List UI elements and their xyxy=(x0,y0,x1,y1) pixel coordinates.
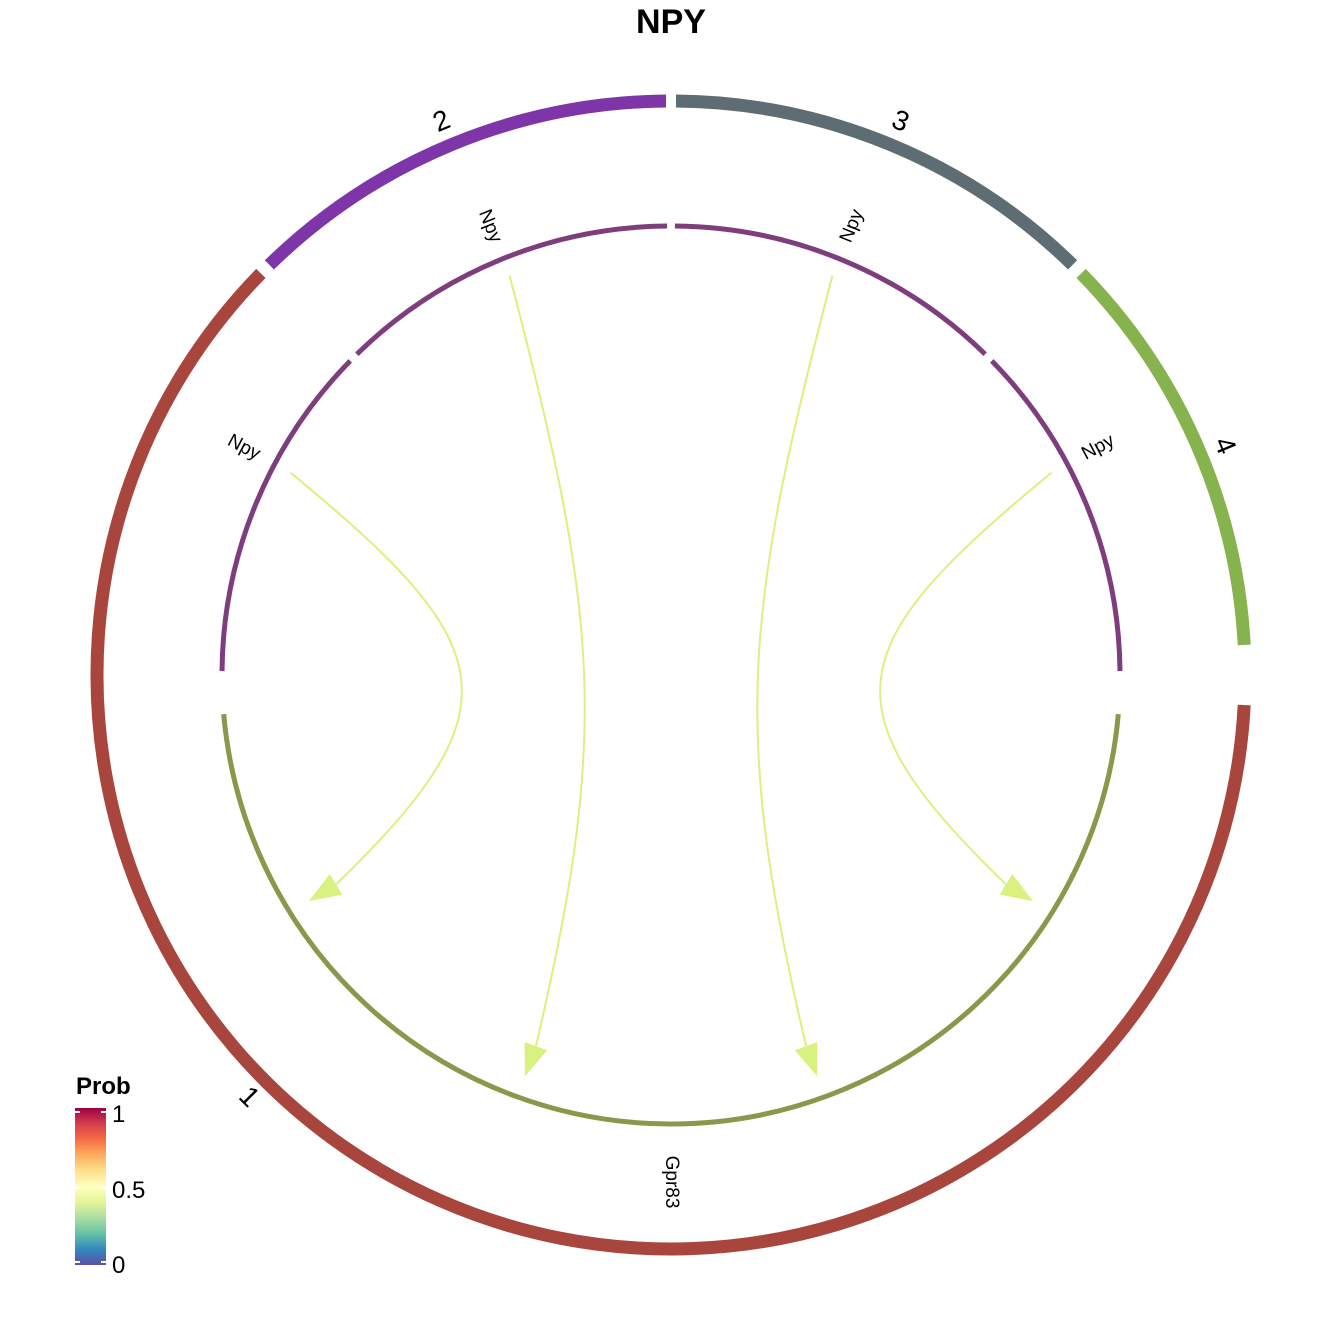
links xyxy=(289,275,1053,1077)
prob-legend: Prob 1 0.5 0 xyxy=(75,1073,145,1279)
link-arrowhead-4 xyxy=(999,874,1034,902)
group-label-4: 4 xyxy=(1208,432,1243,458)
ligand-label-2: Npy xyxy=(474,206,506,246)
group-arc-4 xyxy=(1076,268,1251,646)
ligand-sector-3 xyxy=(674,223,987,356)
receptor-sector xyxy=(221,713,1121,1127)
link-arrowhead-2 xyxy=(524,1042,548,1077)
legend-tick-label: 1 xyxy=(112,1101,125,1128)
ligand-label-3: Npy xyxy=(836,206,868,246)
link-1-to-1 xyxy=(289,471,463,886)
link-arrowhead-1 xyxy=(308,874,343,902)
receptor-label: Gpr83 xyxy=(661,1156,682,1209)
group-label-2: 2 xyxy=(428,103,454,138)
group-label-3: 3 xyxy=(888,103,914,138)
gene-labels: Npy Npy Npy Npy Gpr83 xyxy=(224,206,1118,1208)
ligand-label-1: Npy xyxy=(224,430,264,465)
inner-sector-ring xyxy=(219,223,1123,1127)
legend-colorbar xyxy=(75,1108,106,1265)
ligand-sector-2 xyxy=(355,223,668,356)
link-2-to-1 xyxy=(508,275,586,1047)
link-arrowhead-3 xyxy=(794,1042,818,1077)
chart-title: NPY xyxy=(636,3,706,41)
ligand-sector-4 xyxy=(990,359,1123,672)
link-3-to-1 xyxy=(756,275,834,1047)
ligand-label-4: Npy xyxy=(1078,430,1118,465)
group-arc-1 xyxy=(90,268,1251,1256)
legend-title: Prob xyxy=(76,1073,131,1100)
outer-group-ring xyxy=(90,94,1251,1256)
legend-tick-label: 0 xyxy=(112,1252,125,1279)
legend-tick-label: 0.5 xyxy=(112,1177,145,1204)
group-arc-3 xyxy=(675,94,1078,270)
group-label-1: 1 xyxy=(233,1080,266,1113)
link-4-to-1 xyxy=(879,471,1053,886)
ligand-sector-1 xyxy=(219,359,352,672)
group-labels: 1 2 3 4 xyxy=(233,103,1243,1113)
group-arc-2 xyxy=(264,94,667,270)
